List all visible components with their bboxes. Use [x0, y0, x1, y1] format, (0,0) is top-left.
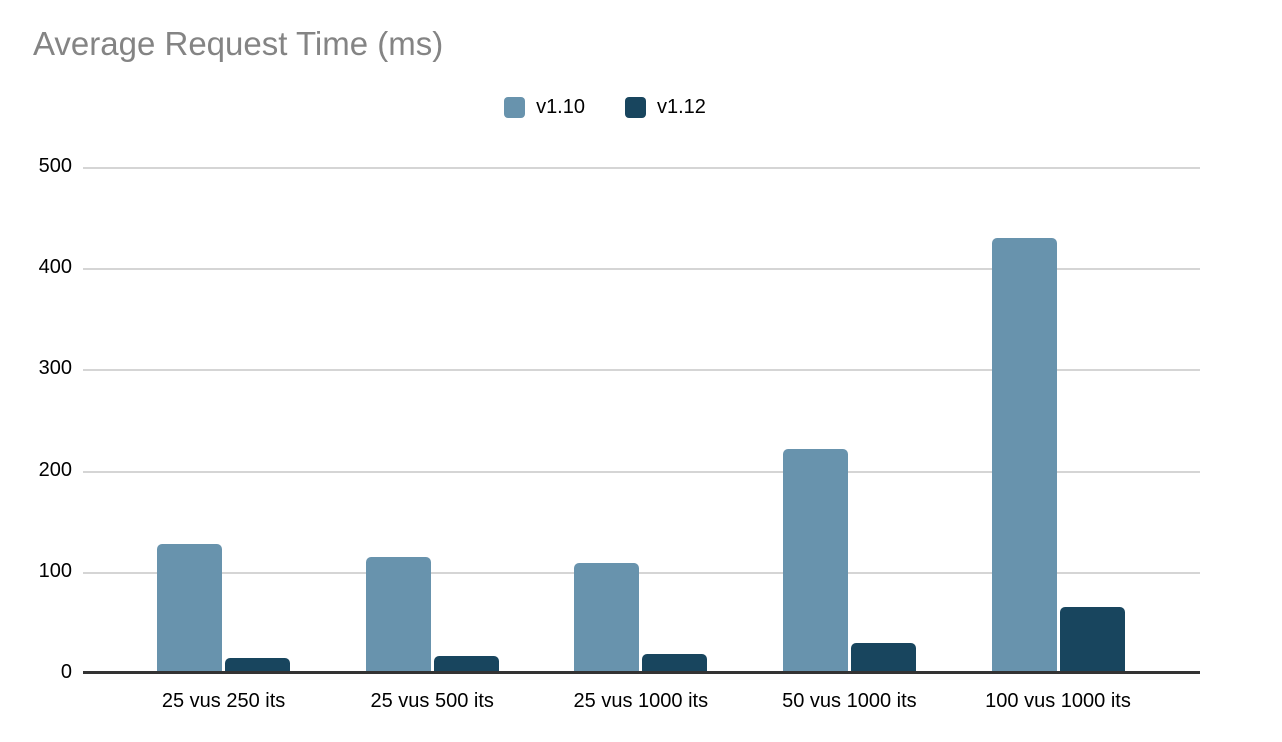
gridline-400	[83, 268, 1200, 271]
bar-v1.12-50-vus-1000-its[interactable]	[850, 642, 916, 673]
x-axis-label-100-vus-1000-its: 100 vus 1000 its	[985, 690, 1131, 712]
bar-v1.10-50-vus-1000-its[interactable]	[782, 449, 848, 673]
gridline-200	[83, 470, 1200, 473]
bar-v1.10-100-vus-1000-its[interactable]	[991, 237, 1057, 673]
legend: v1.10 v1.12	[0, 96, 1282, 118]
bar-v1.12-25-vus-500-its[interactable]	[433, 655, 499, 673]
bar-v1.12-25-vus-1000-its[interactable]	[642, 653, 708, 673]
bar-v1.12-25-vus-250-its[interactable]	[225, 657, 291, 673]
legend-item-v1-10[interactable]: v1.10	[504, 96, 585, 118]
legend-swatch-v1-12-icon	[625, 96, 646, 118]
legend-item-v1-12[interactable]: v1.12	[625, 96, 706, 118]
gridline-500	[83, 167, 1200, 169]
y-tick-label-500: 500	[38, 155, 72, 178]
legend-label-v1-10: v1.10	[536, 96, 585, 118]
legend-swatch-v1-10-icon	[504, 96, 526, 118]
gridline-300	[83, 369, 1200, 372]
chart-title: Average Request Time (ms)	[33, 25, 444, 62]
bar-v1.10-25-vus-500-its[interactable]	[365, 556, 431, 673]
x-axis-line	[83, 671, 1200, 674]
y-tick-label-100: 100	[38, 559, 72, 582]
x-axis-label-25-vus-1000-its: 25 vus 1000 its	[573, 690, 709, 712]
y-tick-label-400: 400	[38, 256, 72, 279]
bar-v1.10-25-vus-1000-its[interactable]	[574, 562, 640, 673]
bar-v1.12-100-vus-1000-its[interactable]	[1059, 607, 1125, 673]
y-tick-label-0: 0	[60, 661, 72, 684]
y-tick-label-300: 300	[38, 357, 72, 380]
legend-label-v1-12: v1.12	[657, 96, 706, 118]
y-tick-label-200: 200	[38, 458, 72, 481]
gridline-100	[83, 571, 1200, 574]
x-axis-label-25-vus-500-its: 25 vus 500 its	[370, 690, 494, 712]
x-axis-label-25-vus-250-its: 25 vus 250 its	[161, 690, 286, 712]
plot-area: 0 100 200 300 400 500 25 vus 250 its 25 vus 500…	[39, 155, 1200, 712]
bar-v1.10-25-vus-250-its[interactable]	[157, 544, 223, 673]
x-axis-label-50-vus-1000-its: 50 vus 1000 its	[782, 690, 917, 712]
